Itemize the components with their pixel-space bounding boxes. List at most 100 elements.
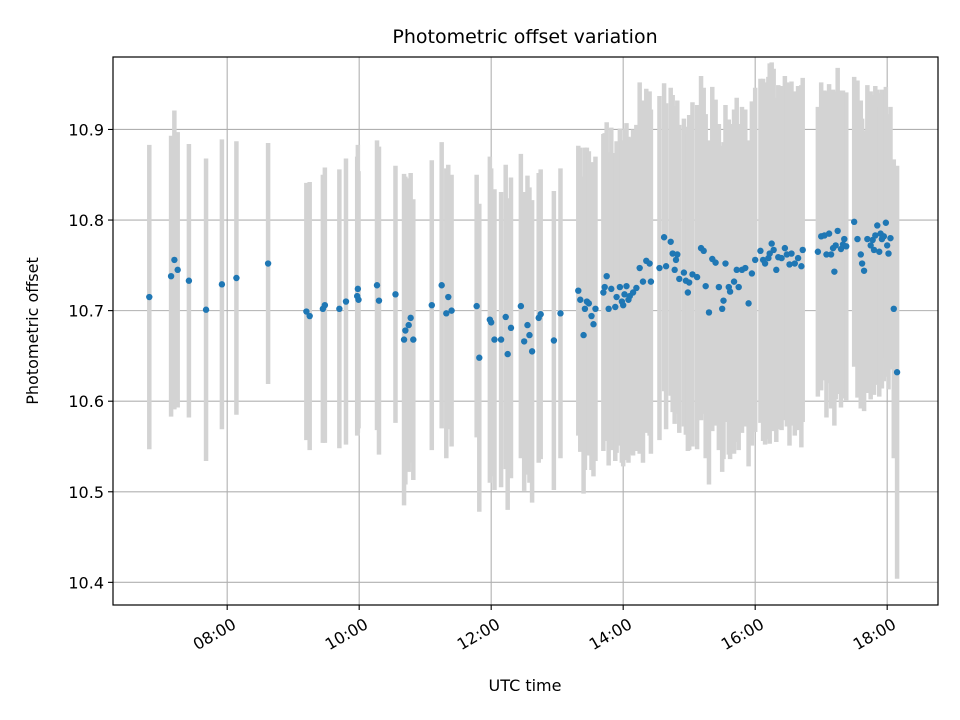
data-point	[167, 273, 175, 280]
data-point	[585, 300, 593, 307]
data-point	[410, 336, 417, 343]
data-point	[757, 247, 764, 255]
data-point	[825, 230, 833, 237]
data-point	[874, 222, 881, 229]
data-point	[146, 293, 153, 301]
data-point	[392, 291, 399, 298]
data-point	[185, 277, 193, 284]
data-point	[517, 302, 525, 310]
data-point	[890, 305, 897, 313]
data-point	[336, 305, 343, 313]
data-point	[745, 300, 752, 307]
data-point	[718, 305, 726, 313]
data-point	[612, 303, 619, 311]
data-point	[476, 354, 483, 361]
data-point	[233, 274, 240, 282]
data-point	[730, 278, 738, 285]
data-point	[402, 327, 409, 334]
data-point	[684, 289, 692, 296]
data-point	[303, 308, 310, 315]
data-point	[791, 260, 798, 267]
data-point	[799, 246, 806, 254]
data-point	[761, 260, 769, 267]
data-point	[487, 319, 495, 326]
data-point	[619, 301, 627, 309]
data-point	[662, 263, 670, 270]
data-point	[174, 266, 181, 274]
data-point	[880, 233, 888, 240]
data-point	[592, 305, 599, 313]
data-point	[788, 250, 795, 257]
y-tick-label: 10.8	[68, 211, 104, 230]
data-point	[577, 296, 584, 303]
data-point	[834, 227, 841, 235]
data-point	[608, 285, 615, 293]
data-point	[814, 248, 822, 255]
data-point	[883, 242, 891, 249]
data-points	[146, 218, 901, 376]
data-point	[264, 260, 272, 267]
data-point	[872, 232, 879, 239]
data-point	[893, 369, 901, 376]
data-point	[445, 293, 452, 301]
data-point	[726, 288, 734, 295]
x-axis-label: UTC time	[489, 676, 562, 695]
data-point	[798, 263, 805, 270]
data-point	[827, 251, 835, 258]
y-axis-ticks: 10.4 10.5 10.6 10.7 10.8 10.9	[68, 120, 113, 592]
data-point	[705, 309, 713, 316]
data-point	[770, 246, 777, 254]
data-point	[497, 336, 505, 343]
data-point	[616, 283, 624, 291]
data-point	[520, 338, 528, 345]
plot-frame	[112, 56, 939, 606]
data-point	[528, 348, 536, 355]
data-point	[712, 259, 719, 266]
data-point	[647, 278, 655, 285]
data-point	[781, 244, 789, 252]
data-point	[373, 282, 381, 289]
data-point	[601, 283, 608, 291]
data-point	[504, 350, 511, 358]
data-point	[689, 271, 696, 278]
data-point	[438, 282, 445, 289]
data-point	[656, 264, 663, 272]
data-point	[473, 302, 480, 310]
data-point	[702, 282, 709, 290]
data-point	[671, 266, 678, 274]
data-point	[685, 279, 693, 286]
y-tick-label: 10.4	[68, 573, 104, 592]
data-point	[885, 250, 892, 257]
data-point	[870, 246, 878, 254]
data-point	[742, 264, 749, 272]
data-point	[613, 293, 620, 301]
data-point	[428, 301, 435, 309]
data-point	[672, 256, 680, 264]
data-point	[751, 256, 759, 264]
y-tick-label: 10.5	[68, 483, 104, 502]
data-point	[639, 278, 647, 285]
data-point	[443, 310, 450, 317]
data-point	[537, 311, 544, 318]
data-point	[854, 235, 861, 243]
data-point	[636, 264, 643, 272]
data-point	[843, 243, 850, 250]
data-point	[355, 296, 362, 303]
data-point	[720, 297, 727, 304]
data-point	[400, 336, 408, 343]
data-point	[321, 301, 329, 309]
data-point	[524, 321, 531, 329]
data-point	[354, 285, 362, 293]
data-point	[748, 270, 756, 277]
y-tick-label: 10.9	[68, 120, 104, 139]
data-point	[590, 321, 597, 328]
data-point	[680, 269, 688, 276]
data-point	[491, 336, 498, 343]
data-point	[581, 305, 589, 313]
data-point	[831, 268, 838, 275]
data-point	[407, 314, 414, 322]
data-point	[557, 310, 564, 317]
data-point	[667, 238, 674, 245]
data-point	[171, 256, 178, 264]
